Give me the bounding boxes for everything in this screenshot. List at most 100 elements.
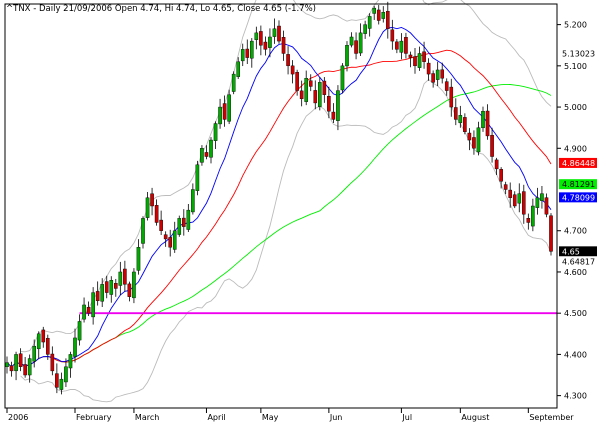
candle-body: [41, 329, 46, 343]
candle-body: [431, 73, 435, 83]
candle-body: [404, 37, 408, 54]
candle: [481, 106, 485, 132]
candle-body: [5, 362, 9, 367]
candle: [91, 287, 95, 325]
candle-body: [494, 159, 499, 170]
candle-body: [413, 56, 417, 67]
candle: [426, 58, 431, 81]
candle-body: [23, 364, 27, 376]
candle-body: [68, 354, 73, 369]
candle-body: [254, 32, 259, 40]
candle: [363, 20, 367, 39]
candle-body: [304, 78, 309, 102]
candle: [349, 32, 354, 48]
candle-body: [531, 205, 535, 227]
candle-body: [449, 86, 454, 108]
candle-body: [386, 10, 390, 29]
price-badge: [559, 256, 597, 267]
candle-body: [472, 137, 476, 149]
candle: [181, 209, 186, 236]
candle: [340, 63, 345, 94]
candle-body: [141, 218, 145, 244]
price-badge-label: 4.64817: [562, 257, 595, 266]
candle-body: [263, 41, 268, 50]
candle: [531, 198, 535, 232]
candle: [408, 51, 413, 68]
candle: [522, 184, 526, 224]
candle-body: [467, 132, 472, 141]
candle-body: [277, 25, 281, 42]
candle: [463, 113, 467, 135]
candle-body: [268, 36, 272, 48]
candle: [55, 363, 59, 394]
candle-body: [86, 307, 91, 314]
candle-body: [522, 191, 526, 215]
candle-body: [249, 40, 254, 59]
candle: [354, 32, 358, 60]
candle: [381, 6, 386, 23]
candle-body: [18, 353, 23, 367]
candle: [449, 78, 454, 117]
candle: [46, 334, 50, 360]
candle: [549, 213, 553, 256]
candle-body: [376, 9, 381, 21]
candle-body: [458, 115, 463, 124]
candle-body: [308, 80, 313, 87]
candle: [358, 23, 363, 56]
candle: [113, 278, 118, 297]
candle-body: [281, 37, 286, 54]
candle: [444, 78, 449, 96]
candle: [168, 229, 173, 257]
candle-body: [113, 283, 118, 289]
candle-body: [240, 49, 245, 62]
candle: [86, 301, 91, 316]
candle: [485, 104, 490, 140]
candle-body: [177, 218, 182, 235]
candle: [50, 346, 55, 376]
x-tick-label: August: [461, 413, 489, 422]
candle: [490, 127, 494, 163]
candle-body: [526, 218, 531, 223]
candle: [163, 231, 168, 247]
candle: [240, 43, 245, 67]
x-tick-label: April: [207, 413, 225, 422]
candle-body: [540, 193, 544, 201]
candle: [195, 160, 200, 196]
candle-body: [64, 366, 68, 383]
candle-body: [163, 234, 168, 240]
price-badge: [559, 192, 597, 203]
y-tick-label: 4.600: [564, 268, 587, 277]
price-badge: [559, 246, 597, 257]
candle: [318, 77, 322, 111]
candle-body: [440, 69, 445, 79]
candle-body: [118, 271, 123, 286]
candle: [123, 260, 127, 292]
candle: [236, 57, 241, 79]
candle: [32, 339, 36, 368]
candle-body: [295, 72, 299, 91]
candle-body: [204, 152, 209, 157]
candle-body: [272, 28, 277, 37]
candlesticks: [5, 1, 553, 395]
candle-body: [231, 73, 236, 92]
candle-body: [422, 51, 426, 62]
candle: [440, 62, 445, 84]
x-tick-label: Jun: [329, 413, 343, 422]
candle-body: [512, 194, 517, 207]
candle: [118, 261, 123, 296]
candle: [413, 48, 417, 74]
price-badge-label: 4.86448: [562, 159, 595, 168]
candle: [204, 145, 209, 160]
candle: [18, 348, 23, 372]
candle-body: [503, 184, 508, 190]
candle: [540, 185, 544, 209]
candle: [41, 326, 46, 348]
candle: [191, 183, 195, 215]
candle-body: [222, 103, 227, 120]
candle: [395, 39, 399, 54]
candle-body: [381, 12, 386, 19]
candle-body: [136, 247, 141, 271]
candle: [376, 5, 381, 25]
